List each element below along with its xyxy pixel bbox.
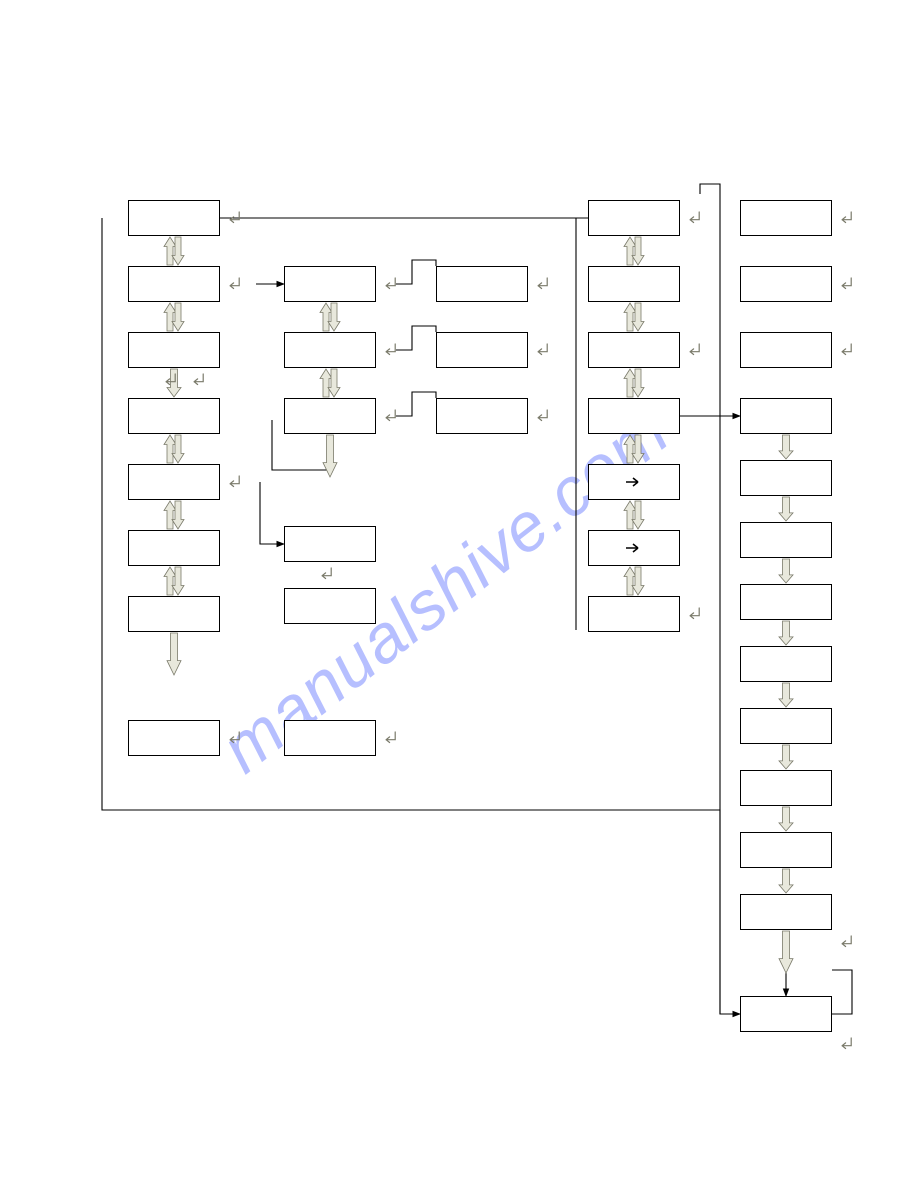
flow-node [740, 398, 832, 434]
flow-node [128, 530, 220, 566]
flowchart-canvas: manualshive.com [0, 0, 918, 1188]
flow-node [128, 266, 220, 302]
flow-node [588, 530, 680, 566]
flow-node [588, 398, 680, 434]
flow-node [128, 398, 220, 434]
flow-node [740, 332, 832, 368]
flow-node [284, 266, 376, 302]
flow-node [128, 720, 220, 756]
flow-node [284, 332, 376, 368]
flow-node [740, 996, 832, 1032]
flow-node [588, 464, 680, 500]
flow-node [284, 526, 376, 562]
flow-node [740, 646, 832, 682]
flow-node [128, 464, 220, 500]
flow-node [436, 332, 528, 368]
flow-node [740, 770, 832, 806]
flow-node [740, 522, 832, 558]
flow-node [284, 588, 376, 624]
flow-node [436, 266, 528, 302]
flow-node [128, 596, 220, 632]
flow-node [740, 584, 832, 620]
flow-node [284, 398, 376, 434]
flow-node [588, 596, 680, 632]
flow-node [128, 332, 220, 368]
flow-node [128, 200, 220, 236]
flow-node [740, 460, 832, 496]
flow-node [740, 832, 832, 868]
flow-node [588, 332, 680, 368]
flow-node [284, 720, 376, 756]
watermark-text: manualshive.com [207, 392, 684, 788]
flow-node [740, 266, 832, 302]
flow-node [436, 398, 528, 434]
flow-node [740, 708, 832, 744]
flow-node [588, 266, 680, 302]
flow-node [740, 894, 832, 930]
flow-node [740, 200, 832, 236]
flow-node [588, 200, 680, 236]
